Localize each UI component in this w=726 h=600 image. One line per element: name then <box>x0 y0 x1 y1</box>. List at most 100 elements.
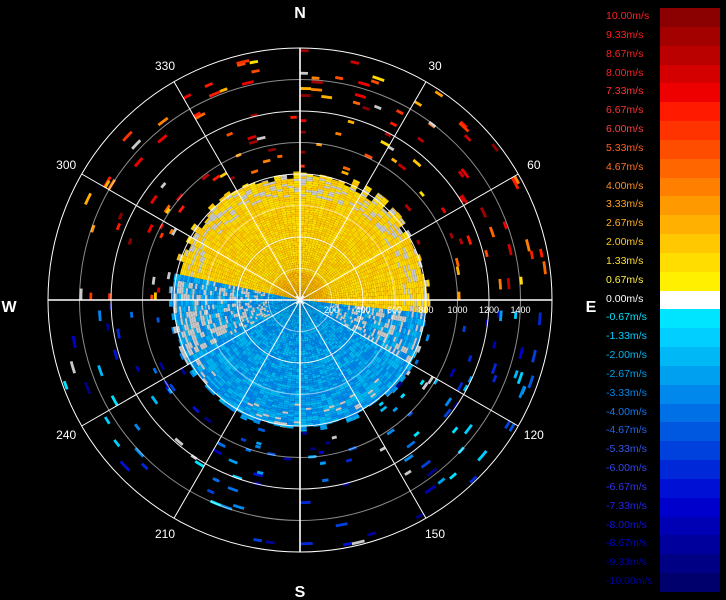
velocity-bin <box>317 289 321 292</box>
velocity-bin <box>316 247 320 251</box>
velocity-bin <box>331 267 335 271</box>
velocity-bin <box>334 294 338 297</box>
velocity-bin <box>357 284 361 288</box>
velocity-bin <box>317 252 321 256</box>
velocity-bin <box>304 220 309 224</box>
velocity-bin <box>344 211 350 216</box>
velocity-bin <box>360 205 367 211</box>
velocity-bin <box>363 293 367 297</box>
velocity-bin <box>333 274 337 278</box>
velocity-bin <box>339 195 346 200</box>
velocity-bin <box>327 214 333 218</box>
velocity-bin <box>320 244 325 248</box>
velocity-bin <box>394 304 397 311</box>
velocity-bin <box>304 251 308 255</box>
velocity-bin <box>378 227 384 234</box>
velocity-bin <box>359 239 364 244</box>
velocity-bin <box>347 321 351 326</box>
velocity-bin <box>296 328 299 331</box>
velocity-bin <box>337 199 344 204</box>
velocity-bin <box>392 342 397 349</box>
velocity-bin <box>300 282 302 285</box>
velocity-bin <box>351 246 356 252</box>
velocity-bin <box>388 241 394 248</box>
velocity-bin <box>346 318 350 322</box>
velocity-bin <box>379 295 382 300</box>
velocity-bin <box>317 257 322 261</box>
velocity-bin <box>350 276 354 281</box>
velocity-bin <box>374 223 381 230</box>
velocity-bin <box>307 294 311 297</box>
velocity-bin <box>310 303 313 305</box>
velocity-bin <box>398 255 403 262</box>
velocity-bin <box>302 273 305 277</box>
velocity-bin <box>417 261 422 269</box>
velocity-bin <box>367 273 372 278</box>
velocity-bin <box>402 340 408 347</box>
velocity-bin <box>364 265 369 271</box>
velocity-bin <box>340 261 345 266</box>
velocity-bin <box>324 243 329 247</box>
velocity-bin <box>302 294 305 297</box>
velocity-bin <box>327 280 331 284</box>
velocity-bin <box>315 263 319 267</box>
velocity-bin <box>341 246 346 251</box>
velocity-bin <box>388 300 391 305</box>
velocity-bin <box>342 186 350 192</box>
velocity-bin <box>409 336 414 343</box>
velocity-bin <box>330 229 336 234</box>
velocity-bin <box>370 241 375 247</box>
velocity-bin <box>332 262 336 266</box>
velocity-bin <box>404 328 409 335</box>
velocity-bin <box>401 316 405 323</box>
velocity-bin <box>358 287 361 291</box>
velocity-bin <box>306 301 309 303</box>
velocity-bin <box>358 290 362 294</box>
velocity-bin <box>411 263 416 270</box>
velocity-bin <box>307 227 312 231</box>
velocity-bin <box>355 191 362 195</box>
velocity-bin <box>326 308 330 312</box>
velocity-bin <box>307 279 309 282</box>
velocity-bin <box>334 207 341 212</box>
velocity-bin <box>309 252 313 256</box>
velocity-bin <box>363 300 367 304</box>
velocity-bin <box>326 288 330 292</box>
velocity-bin <box>338 231 344 236</box>
velocity-bin <box>301 326 303 329</box>
velocity-bin <box>300 183 307 186</box>
velocity-bin <box>403 305 406 312</box>
velocity-bin <box>355 258 360 263</box>
velocity-bin <box>319 308 323 312</box>
velocity-bin <box>403 239 409 246</box>
velocity-bin <box>351 288 355 292</box>
velocity-bin <box>372 261 377 267</box>
velocity-bin <box>403 294 406 300</box>
velocity-bin <box>336 186 343 191</box>
velocity-bin <box>359 300 362 304</box>
velocity-bin <box>342 233 347 238</box>
velocity-bin <box>361 203 368 210</box>
velocity-bin <box>342 203 349 208</box>
velocity-bin <box>308 272 311 276</box>
velocity-bin <box>375 237 381 243</box>
velocity-bin <box>396 236 402 243</box>
velocity-bin <box>411 305 415 312</box>
velocity-bin <box>305 294 308 297</box>
velocity-bin <box>385 229 391 236</box>
velocity-bin <box>302 278 304 281</box>
velocity-bin <box>377 300 380 305</box>
velocity-bin <box>302 291 304 294</box>
velocity-bin <box>337 317 341 321</box>
velocity-bin <box>345 307 348 311</box>
velocity-bin <box>358 273 362 278</box>
velocity-bin <box>344 311 347 315</box>
velocity-bin <box>326 216 332 220</box>
velocity-bin <box>390 341 395 348</box>
velocity-bin <box>404 271 408 278</box>
velocity-bin <box>336 184 344 189</box>
velocity-bin <box>383 230 390 237</box>
velocity-bin <box>362 242 367 248</box>
velocity-bin <box>306 279 308 282</box>
velocity-bin <box>388 259 393 266</box>
